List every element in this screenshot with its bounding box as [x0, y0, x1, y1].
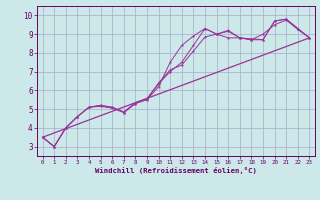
X-axis label: Windchill (Refroidissement éolien,°C): Windchill (Refroidissement éolien,°C) [95, 167, 257, 174]
